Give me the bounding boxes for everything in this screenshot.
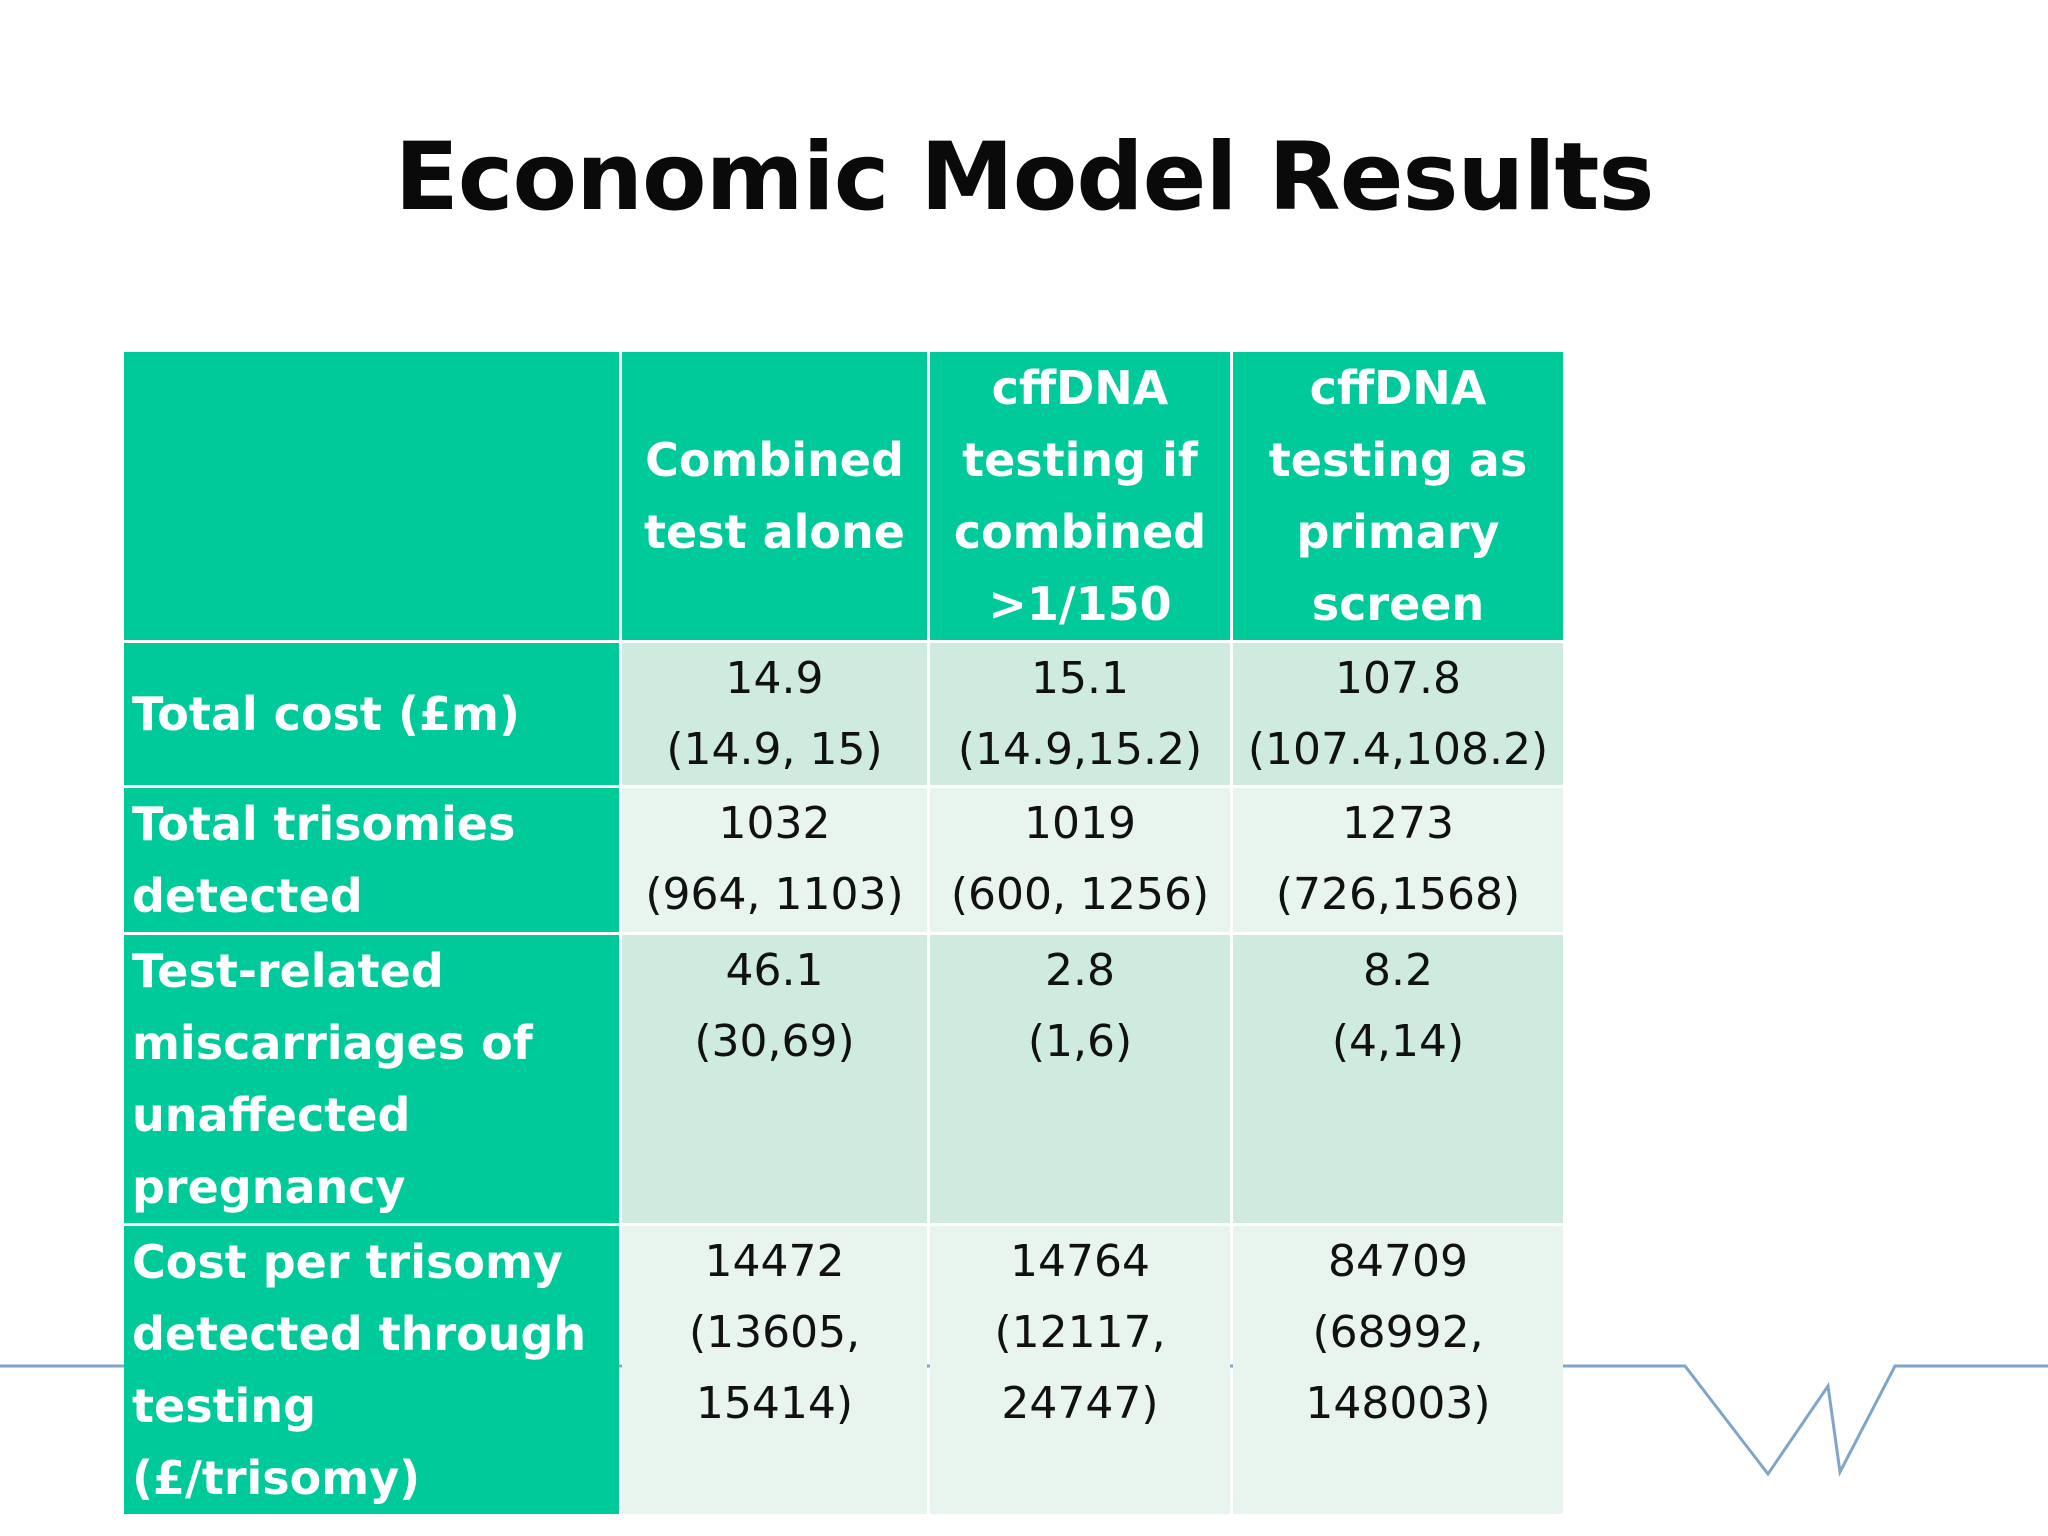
header-line: cffDNA [991,361,1169,415]
data-cell: 2.8 (1,6) [930,935,1230,1223]
header-combined-test-alone: Combined test alone [622,352,927,640]
cell-interval: (600, 1256) [950,869,1210,920]
cell-value: 8.2 [1363,945,1433,996]
cell-interval: (107.4,108.2) [1247,724,1549,775]
cell-value: 15.1 [1031,653,1129,704]
data-cell: 1032 (964, 1103) [622,788,927,932]
cell-interval: (964, 1103) [645,869,904,920]
table-row-cost-per-trisomy: Cost per trisomy detected through testin… [124,1226,1563,1514]
cell-interval: (4,14) [1331,1016,1465,1067]
header-line: Combined [645,433,904,487]
header-line: test alone [644,505,905,559]
header-line: primary [1296,505,1500,559]
data-cell: 84709 (68992, 148003) [1233,1226,1563,1514]
header-line: >1/150 [988,577,1172,631]
data-cell: 1273 (726,1568) [1233,788,1563,932]
data-cell: 14.9 (14.9, 15) [622,643,927,785]
header-line: testing if [962,433,1198,487]
cell-interval-end: 24747) [1001,1378,1159,1429]
cell-value: 14.9 [725,653,824,704]
cell-interval: (12117, [994,1307,1166,1358]
cell-interval: (30,69) [694,1016,855,1067]
data-cell: 14472 (13605, 15414) [622,1226,927,1514]
row-label: Test-related miscarriages of unaffected … [124,935,619,1223]
cell-value: 14764 [1010,1236,1150,1287]
cell-interval-end: 148003) [1305,1378,1491,1429]
cell-interval: (14.9, 15) [666,724,883,775]
data-cell: 46.1 (30,69) [622,935,927,1223]
cell-interval-end: 15414) [695,1378,854,1429]
table-row-miscarriages: Test-related miscarriages of unaffected … [124,935,1563,1223]
header-cell-empty [124,352,619,640]
cell-value: 1032 [718,798,831,849]
cell-value: 1273 [1342,798,1454,849]
cell-interval: (726,1568) [1275,869,1521,920]
row-label: Cost per trisomy detected through testin… [124,1226,619,1514]
data-cell: 8.2 (4,14) [1233,935,1563,1223]
header-cffdna-primary-screen: cffDNA testing as primary screen [1233,352,1563,640]
cell-value: 46.1 [725,945,824,996]
cell-value: 107.8 [1335,653,1461,704]
header-cffdna-if-combined: cffDNA testing if combined >1/150 [930,352,1230,640]
cell-interval: (1,6) [1027,1016,1133,1067]
table-header-row: Combined test alone cffDNA testing if co… [124,352,1563,640]
data-cell: 15.1 (14.9,15.2) [930,643,1230,785]
data-cell: 107.8 (107.4,108.2) [1233,643,1563,785]
cell-value: 2.8 [1045,945,1115,996]
data-cell: 1019 (600, 1256) [930,788,1230,932]
cell-interval: (14.9,15.2) [957,724,1203,775]
cell-interval: (68992, [1312,1307,1484,1358]
row-label: Total cost (£m) [124,643,619,785]
slide-title: Economic Model Results [394,123,1655,232]
row-label: Total trisomies detected [124,788,619,932]
data-cell: 14764 (12117, 24747) [930,1226,1230,1514]
cell-value: 14472 [704,1236,845,1287]
table-row-total-cost: Total cost (£m) 14.9 (14.9, 15) 15.1 (14… [124,643,1563,785]
cell-interval: (13605, [688,1307,861,1358]
header-line: cffDNA [1309,361,1487,415]
table-row-total-trisomies: Total trisomies detected 1032 (964, 1103… [124,788,1563,932]
header-line: combined [953,505,1207,559]
header-line: screen [1311,577,1485,631]
header-line: testing as [1268,433,1528,487]
results-table: Combined test alone cffDNA testing if co… [121,349,1566,1517]
cell-value: 84709 [1328,1236,1468,1287]
cell-value: 1019 [1024,798,1136,849]
